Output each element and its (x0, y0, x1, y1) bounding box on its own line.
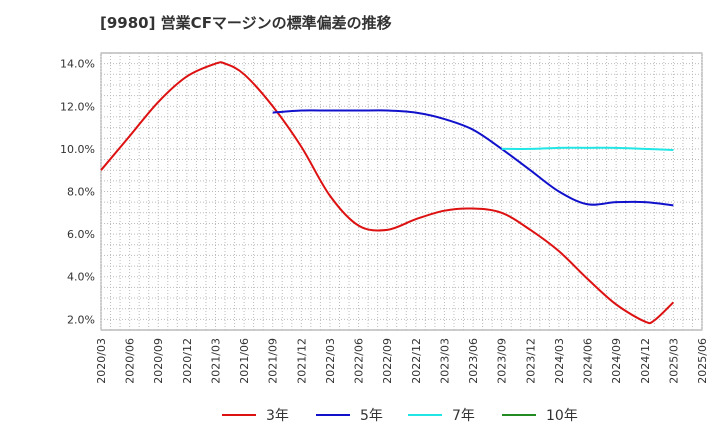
legend-item-7y: 7年 (408, 404, 475, 426)
legend-swatch-5y (316, 414, 350, 416)
legend-label-3y: 3年 (266, 408, 289, 424)
x-tick-label: 2025/06 (696, 338, 709, 384)
x-tick-label: 2023/12 (524, 338, 537, 384)
x-tick-label: 2020/12 (181, 338, 194, 384)
y-tick-label: 6.0% (67, 228, 95, 241)
x-tick-label: 2021/06 (238, 338, 251, 384)
chart-title: [9980] 営業CFマージンの標準偏差の推移 (100, 14, 392, 32)
x-tick-label: 2022/03 (324, 338, 337, 384)
legend-swatch-3y (222, 414, 256, 416)
series-line-3y (100, 61, 675, 325)
y-tick-label: 10.0% (60, 143, 95, 156)
x-tick-label: 2020/09 (152, 338, 165, 384)
y-tick-label: 14.0% (60, 58, 95, 71)
x-tick-label: 2024/09 (610, 338, 623, 384)
legend-item-3y: 3年 (222, 404, 289, 426)
series-line-5y (272, 109, 674, 207)
x-tick-label: 2024/12 (639, 338, 652, 384)
x-tick-label: 2023/06 (467, 338, 480, 384)
legend-label-5y: 5年 (360, 408, 383, 424)
x-tick-label: 2020/03 (95, 338, 108, 384)
legend-swatch-7y (408, 414, 442, 416)
legend: 3年 5年 7年 10年 (0, 404, 720, 426)
legend-label-10y: 10年 (546, 408, 578, 424)
y-tick-label: 2.0% (67, 313, 95, 326)
x-tick-label: 2023/03 (438, 338, 451, 384)
y-tick-label: 12.0% (60, 100, 95, 113)
x-tick-label: 2022/12 (410, 338, 423, 384)
x-tick-label: 2024/06 (582, 338, 595, 384)
y-tick-label: 8.0% (67, 186, 95, 199)
x-tick-label: 2020/06 (124, 338, 137, 384)
x-tick-label: 2021/09 (267, 338, 280, 384)
x-tick-label: 2025/03 (667, 338, 680, 384)
x-tick-label: 2022/06 (353, 338, 366, 384)
x-tick-label: 2024/03 (553, 338, 566, 384)
x-tick-label: 2021/12 (295, 338, 308, 384)
legend-swatch-10y (502, 414, 536, 416)
y-tick-label: 4.0% (67, 271, 95, 284)
legend-label-7y: 7年 (452, 408, 475, 424)
x-tick-label: 2022/09 (381, 338, 394, 384)
legend-item-10y: 10年 (502, 404, 578, 426)
legend-item-5y: 5年 (316, 404, 383, 426)
x-tick-label: 2023/09 (496, 338, 509, 384)
series-line-7y (501, 146, 674, 151)
x-tick-label: 2021/03 (209, 338, 222, 384)
